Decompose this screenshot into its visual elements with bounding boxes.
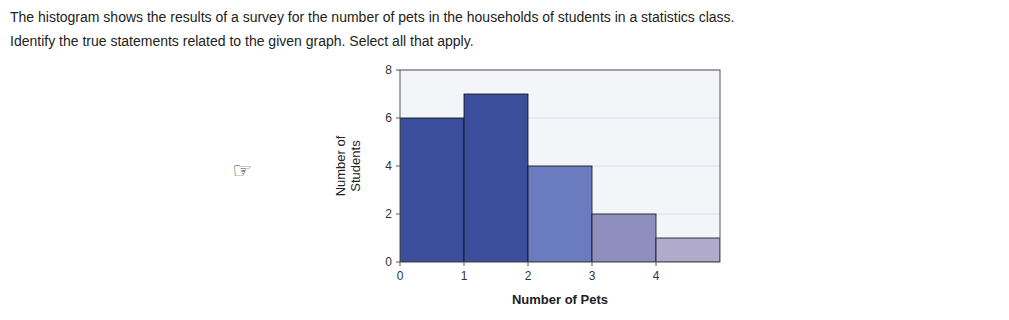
y-tick-label: 0 xyxy=(385,255,392,269)
y-tick-label: 2 xyxy=(385,207,392,221)
subtitle: Identify the true statements related to … xyxy=(10,33,474,49)
chart: The histogram shows the results of a sur… xyxy=(0,0,1009,320)
x-tick xyxy=(528,262,529,266)
bar xyxy=(592,214,656,262)
y-axis-label-line: Students xyxy=(348,140,363,192)
y-tick-label: 8 xyxy=(385,63,392,77)
y-tick-label: 6 xyxy=(385,111,392,125)
x-axis-label: Number of Pets xyxy=(512,292,608,307)
x-tick-label: 0 xyxy=(397,269,404,283)
x-tick-label: 2 xyxy=(525,269,532,283)
bar xyxy=(400,118,464,262)
x-tick-label: 3 xyxy=(589,269,596,283)
x-tick xyxy=(656,262,657,266)
plot-background xyxy=(400,70,720,262)
y-tick xyxy=(396,70,400,71)
y-tick xyxy=(396,214,400,215)
title: The histogram shows the results of a sur… xyxy=(10,9,734,25)
x-tick xyxy=(592,262,593,266)
y-axis-label-line: Number of xyxy=(333,135,348,196)
y-tick xyxy=(396,166,400,167)
bar xyxy=(464,94,528,262)
x-tick xyxy=(464,262,465,266)
x-tick-label: 1 xyxy=(461,269,468,283)
x-tick-label: 4 xyxy=(653,269,660,283)
annotation: ☞ xyxy=(232,158,252,183)
y-axis-label: Number ofStudents xyxy=(333,135,363,196)
x-tick xyxy=(400,262,401,266)
bar xyxy=(656,238,720,262)
plot-frame xyxy=(400,70,720,262)
bar xyxy=(528,166,592,262)
y-tick xyxy=(396,118,400,119)
y-tick xyxy=(396,262,400,263)
y-tick-label: 4 xyxy=(385,159,392,173)
bars xyxy=(400,94,720,262)
